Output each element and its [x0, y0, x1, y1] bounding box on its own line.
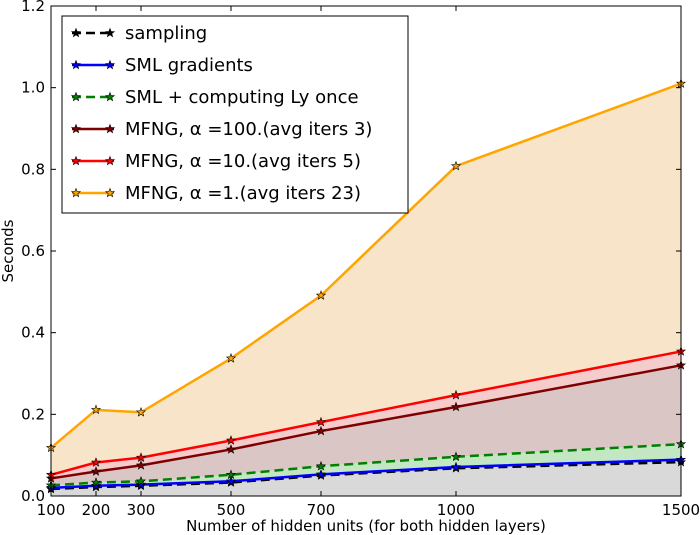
legend-marker-start-5: [70, 187, 82, 198]
legend-label-3: MFNG, α =100.(avg iters 3): [125, 119, 372, 140]
x-tick-label-5: 1000: [437, 501, 475, 519]
x-tick-label-4: 700: [307, 501, 336, 519]
data-point-3-3: [225, 444, 237, 454]
legend-marker-start-3: [70, 123, 82, 134]
legend-marker-start-1: [70, 59, 82, 70]
data-point-1-5: [450, 461, 462, 472]
axis-ticks: 100 200 300 500 700 1000 1500 0.0 0.2 0.4 0.6 0.8 1.…: [21, 0, 700, 519]
data-point-1-3: [225, 475, 237, 486]
data-point-5-4: [315, 290, 327, 300]
x-tick-label-3: 500: [217, 501, 246, 519]
data-point-5-5: [450, 160, 462, 171]
y-tick-label-2: 0.4: [21, 324, 45, 342]
legend-marker-start-4: [70, 155, 82, 166]
x-tick-label-6: 1500: [662, 501, 700, 519]
data-point-5-2: [135, 406, 147, 417]
legend-box: [61, 15, 409, 214]
data-point-2-2: [135, 475, 147, 486]
data-point-3-1: [90, 466, 102, 476]
legend-label-0: sampling: [125, 23, 207, 44]
legend-label-4: MFNG, α =10.(avg iters 5): [125, 151, 361, 172]
y-tick-label-0: 0.0: [21, 487, 45, 505]
data-point-2-3: [225, 469, 237, 480]
legend: sampling SML gradients SML + computing Ly …: [61, 15, 409, 214]
data-point-1-2: [135, 479, 147, 489]
data-point-1-4: [315, 469, 327, 479]
x-tick-label-1: 200: [82, 501, 111, 519]
legend-label-5: MFNG, α =1.(avg iters 23): [125, 183, 361, 204]
data-point-4-3: [225, 435, 237, 445]
data-point-3-2: [135, 460, 147, 470]
y-tick-label-3: 0.6: [21, 242, 45, 260]
y-tick-label-6: 1.2: [21, 0, 45, 15]
legend-label-1: SML gradients: [125, 55, 253, 76]
y-tick-label-1: 0.2: [21, 405, 45, 423]
x-tick-label-2: 300: [127, 501, 156, 519]
legend-marker-end-5: [104, 187, 116, 198]
data-point-5-1: [90, 404, 102, 415]
legend-marker-end-4: [104, 155, 116, 166]
data-point-2-1: [90, 477, 102, 487]
legend-marker-end-0: [104, 27, 116, 38]
data-point-2-4: [315, 460, 327, 471]
legend-marker-start-0: [70, 27, 82, 38]
data-point-4-1: [90, 457, 102, 467]
y-tick-label-4: 0.8: [21, 160, 45, 178]
data-point-3-5: [450, 401, 462, 412]
legend-marker-end-1: [104, 59, 116, 70]
data-point-5-3: [225, 353, 237, 363]
data-point-4-4: [315, 416, 327, 427]
area-fill-0: [51, 462, 681, 496]
data-point-4-5: [450, 389, 462, 400]
legend-label-2: SML + computing Ly once: [125, 87, 359, 108]
y-axis-label: Seconds: [0, 219, 17, 282]
y-tick-label-5: 1.0: [21, 79, 45, 97]
data-point-3-4: [315, 425, 327, 436]
area-fill-5: [51, 83, 681, 475]
legend-marker-start-2: [70, 91, 82, 102]
data-point-2-5: [450, 451, 462, 462]
data-point-1-1: [90, 480, 102, 491]
x-tick-label-0: 100: [37, 501, 66, 519]
data-point-4-2: [135, 452, 147, 462]
x-axis-label: Number of hidden units (for both hidden …: [186, 517, 546, 535]
legend-marker-end-2: [104, 91, 116, 102]
legend-marker-end-3: [104, 123, 116, 134]
